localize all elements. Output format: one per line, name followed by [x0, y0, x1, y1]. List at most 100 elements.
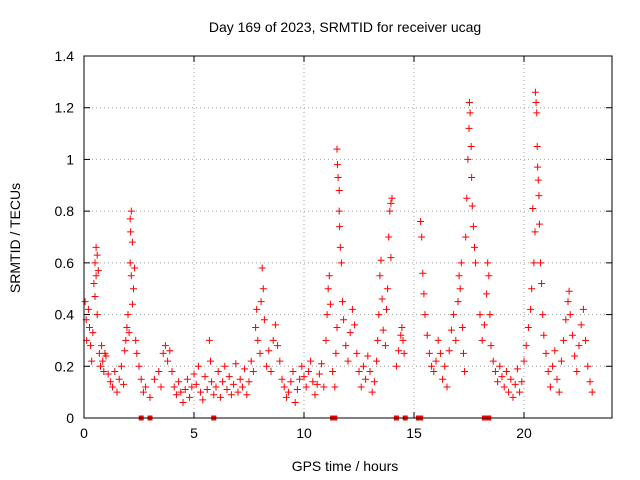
data-point — [115, 375, 123, 383]
data-point — [571, 352, 579, 360]
grid — [84, 56, 612, 418]
data-point — [332, 349, 340, 357]
data-point — [93, 251, 101, 259]
data-point — [205, 336, 213, 344]
data-point — [309, 378, 317, 386]
data-point — [533, 109, 541, 117]
data-point — [232, 360, 240, 368]
data-point — [468, 174, 476, 182]
data-point — [293, 386, 301, 394]
data-point — [126, 259, 134, 267]
data-point — [423, 331, 431, 339]
data-point — [137, 375, 145, 383]
data-point — [291, 398, 299, 406]
data-point — [285, 388, 293, 396]
data-point — [227, 391, 235, 399]
data-point — [381, 342, 389, 350]
data-point — [194, 362, 202, 370]
data-point — [113, 388, 121, 396]
data-point — [387, 254, 395, 262]
data-point — [254, 336, 262, 344]
data-point — [450, 311, 458, 319]
data-point — [219, 378, 227, 386]
data-point — [364, 352, 372, 360]
data-point — [216, 393, 224, 401]
data-point — [241, 365, 249, 373]
data-point — [238, 383, 246, 391]
data-point — [336, 243, 344, 251]
data-point — [325, 272, 333, 280]
data-point — [104, 370, 112, 378]
data-point — [387, 199, 395, 207]
data-point — [146, 393, 154, 401]
data-point — [157, 383, 165, 391]
data-point — [539, 311, 547, 319]
data-point — [520, 357, 528, 365]
data-point — [333, 324, 341, 331]
data-point — [375, 311, 383, 319]
data-point — [388, 194, 396, 202]
data-point — [127, 207, 135, 215]
data-point — [179, 398, 187, 406]
data-point — [201, 373, 209, 381]
data-point — [234, 388, 242, 396]
y-tick-label: 0.8 — [55, 203, 75, 219]
data-point — [549, 362, 557, 370]
data-point — [258, 264, 266, 272]
data-point — [150, 375, 158, 383]
data-point — [344, 357, 352, 365]
data-point — [340, 316, 348, 324]
data-point — [377, 256, 385, 264]
data-point — [89, 329, 97, 337]
data-point — [245, 378, 253, 386]
data-point — [366, 367, 374, 375]
data-point — [304, 367, 312, 375]
data-point — [190, 370, 198, 378]
data-point — [359, 362, 367, 370]
data-point — [111, 367, 119, 375]
data-point — [378, 295, 386, 303]
data-point — [252, 324, 260, 331]
data-point — [524, 324, 532, 331]
data-point — [432, 357, 440, 365]
data-point — [353, 349, 361, 357]
data-point — [183, 375, 191, 383]
data-point — [188, 383, 196, 391]
data-point — [538, 280, 546, 288]
data-point — [210, 391, 218, 399]
data-point — [87, 342, 95, 350]
data-point — [533, 143, 541, 150]
data-point — [509, 393, 517, 401]
data-point — [135, 362, 143, 370]
data-point — [428, 362, 436, 370]
data-point — [535, 192, 543, 200]
x-tick-label: 0 — [80, 425, 88, 441]
data-point — [335, 207, 343, 215]
data-point — [208, 378, 216, 386]
data-point — [544, 367, 552, 375]
data-point — [166, 347, 174, 355]
data-point — [419, 269, 427, 277]
data-point — [478, 336, 486, 344]
data-point — [212, 383, 220, 391]
y-axis-label: SRMTID / TECUs — [7, 183, 23, 293]
data-point — [99, 357, 107, 365]
data-point — [98, 342, 106, 350]
data-point — [92, 272, 100, 280]
data-point — [463, 194, 471, 202]
data-point — [271, 321, 279, 329]
data-point — [460, 349, 467, 357]
data-point — [120, 380, 128, 388]
data-point — [302, 383, 310, 391]
axis-ticks: 0 0.2 0.4 0.6 0.8 1 1.2 1.4 0 5 10 15 20 — [55, 48, 612, 441]
data-point — [494, 378, 502, 386]
data-point — [476, 311, 484, 319]
data-point — [465, 99, 473, 107]
data-point — [267, 367, 275, 375]
data-point — [159, 349, 167, 357]
data-point — [507, 375, 515, 383]
data-point — [334, 174, 342, 182]
data-point — [516, 388, 524, 396]
data-point — [94, 267, 102, 275]
